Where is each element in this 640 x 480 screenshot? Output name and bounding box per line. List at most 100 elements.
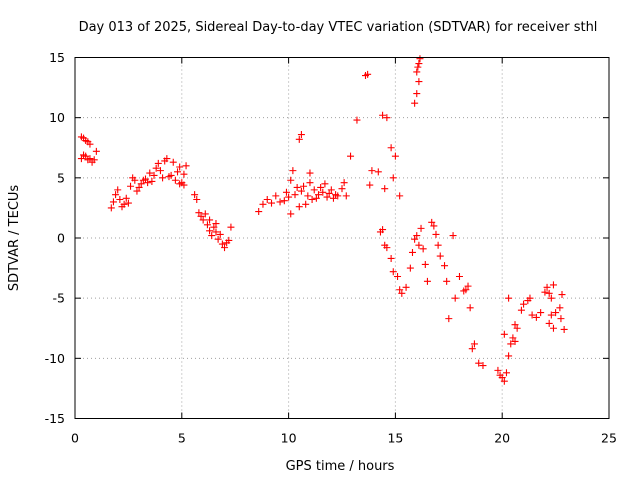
- y-tick-label: 15: [49, 50, 65, 65]
- data-point: [169, 158, 177, 166]
- data-point: [505, 294, 513, 302]
- data-point: [396, 192, 404, 200]
- data-point: [287, 210, 295, 218]
- data-point: [203, 221, 211, 229]
- data-point: [383, 244, 391, 252]
- data-point: [227, 223, 235, 231]
- data-point: [526, 294, 534, 302]
- data-point: [389, 268, 397, 276]
- data-point: [415, 78, 423, 86]
- x-tick-label: 10: [281, 431, 297, 446]
- data-point: [511, 321, 519, 329]
- data-point: [552, 309, 560, 317]
- data-point: [171, 176, 179, 184]
- data-point: [180, 181, 188, 189]
- data-point: [308, 195, 316, 203]
- data-point: [396, 286, 404, 294]
- data-point: [163, 155, 171, 163]
- data-point: [340, 179, 348, 187]
- data-point: [537, 309, 545, 317]
- data-point: [414, 63, 422, 71]
- x-tick-label: 20: [494, 431, 510, 446]
- data-point: [558, 291, 566, 299]
- x-tick-label: 5: [178, 431, 186, 446]
- data-point: [206, 216, 214, 224]
- x-tick-labels: 0 5 10 15 20 25: [71, 431, 617, 446]
- data-point: [302, 200, 310, 208]
- data-point: [500, 330, 508, 338]
- data-point: [381, 185, 389, 193]
- data-point: [146, 169, 154, 177]
- data-point: [494, 366, 502, 374]
- data-point: [319, 188, 327, 196]
- data-point: [449, 232, 457, 240]
- data-point: [398, 289, 406, 297]
- data-point: [107, 204, 115, 212]
- data-point: [413, 90, 421, 98]
- data-point: [379, 111, 387, 119]
- data-point: [430, 222, 438, 230]
- data-point: [441, 262, 449, 270]
- data-point: [216, 230, 224, 238]
- data-point: [90, 156, 98, 164]
- data-point: [364, 70, 372, 78]
- data-point: [323, 193, 331, 201]
- data-point: [368, 167, 376, 175]
- data-point: [317, 183, 325, 191]
- data-point: [195, 209, 203, 217]
- data-point: [293, 183, 301, 191]
- data-point: [306, 179, 314, 187]
- data-point: [423, 277, 431, 285]
- data-point: [513, 324, 521, 332]
- data-point: [387, 254, 395, 262]
- data-point: [280, 197, 288, 205]
- data-point: [505, 352, 513, 360]
- data-point: [541, 288, 549, 296]
- data-point: [152, 164, 160, 172]
- data-point: [127, 182, 135, 190]
- x-axis-label: GPS time / hours: [286, 459, 395, 474]
- data-point: [135, 183, 143, 191]
- data-point: [77, 155, 85, 163]
- data-point: [408, 248, 416, 256]
- data-point: [413, 232, 421, 240]
- data-point: [520, 300, 528, 308]
- data-point: [141, 175, 149, 183]
- data-point: [353, 116, 361, 124]
- data-series-sthl: [77, 55, 568, 385]
- data-point: [282, 188, 290, 196]
- data-point: [549, 324, 557, 332]
- data-point: [156, 167, 164, 175]
- data-point: [315, 191, 323, 199]
- data-point: [312, 194, 320, 202]
- data-point: [545, 289, 553, 297]
- data-point: [114, 186, 122, 194]
- data-point: [532, 313, 540, 321]
- data-point: [285, 193, 293, 201]
- y-tick-label: -5: [53, 291, 65, 306]
- data-point: [212, 220, 220, 228]
- data-point: [176, 180, 184, 188]
- data-point: [402, 283, 410, 291]
- data-point: [297, 187, 305, 195]
- data-point: [304, 192, 312, 200]
- data-point: [443, 277, 451, 285]
- chart-title: Day 013 of 2025, Sidereal Day-to-day VTE…: [79, 20, 598, 35]
- y-tick-label: -15: [45, 411, 65, 426]
- y-tick-label: 0: [57, 231, 65, 246]
- data-point: [415, 241, 423, 249]
- data-point: [517, 306, 525, 314]
- data-point: [300, 182, 308, 190]
- data-point: [455, 273, 463, 281]
- data-point: [199, 216, 207, 224]
- data-point: [263, 195, 271, 203]
- data-point: [502, 369, 510, 377]
- data-point: [86, 155, 94, 163]
- data-point: [92, 147, 100, 155]
- data-point: [557, 315, 565, 323]
- data-point: [334, 192, 342, 200]
- y-axis-label: SDTVAR / TECUs: [7, 185, 22, 292]
- data-point: [366, 181, 374, 189]
- data-point: [415, 60, 423, 68]
